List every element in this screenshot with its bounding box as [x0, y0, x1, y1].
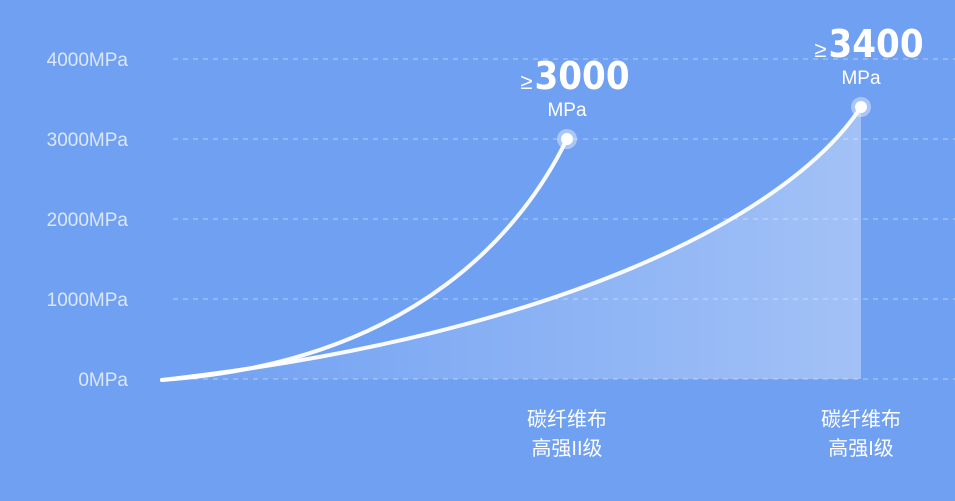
x-category-sublabel: 高强I级	[828, 437, 894, 460]
value-label: ≥3000	[520, 54, 629, 98]
series-area	[162, 107, 861, 380]
x-category-label: 碳纤维布	[821, 408, 901, 431]
y-tick-label: 2000MPa	[47, 210, 129, 231]
value-unit: MPa	[841, 68, 881, 89]
value-number: 3400	[828, 22, 923, 66]
value-number: 3000	[534, 54, 629, 98]
x-category-sublabel: 高强II级	[531, 437, 602, 460]
y-tick-label: 0MPa	[78, 370, 128, 391]
y-tick-label: 4000MPa	[47, 50, 129, 71]
data-point	[561, 133, 573, 145]
value-prefix: ≥	[520, 69, 532, 94]
x-category-label: 碳纤维布	[527, 408, 607, 431]
value-label: ≥3400	[814, 22, 923, 66]
data-point	[855, 101, 867, 113]
value-prefix: ≥	[814, 37, 826, 62]
series-line	[160, 105, 863, 382]
value-unit: MPa	[547, 100, 587, 121]
y-tick-label: 3000MPa	[47, 130, 129, 151]
y-tick-label: 1000MPa	[47, 290, 129, 311]
